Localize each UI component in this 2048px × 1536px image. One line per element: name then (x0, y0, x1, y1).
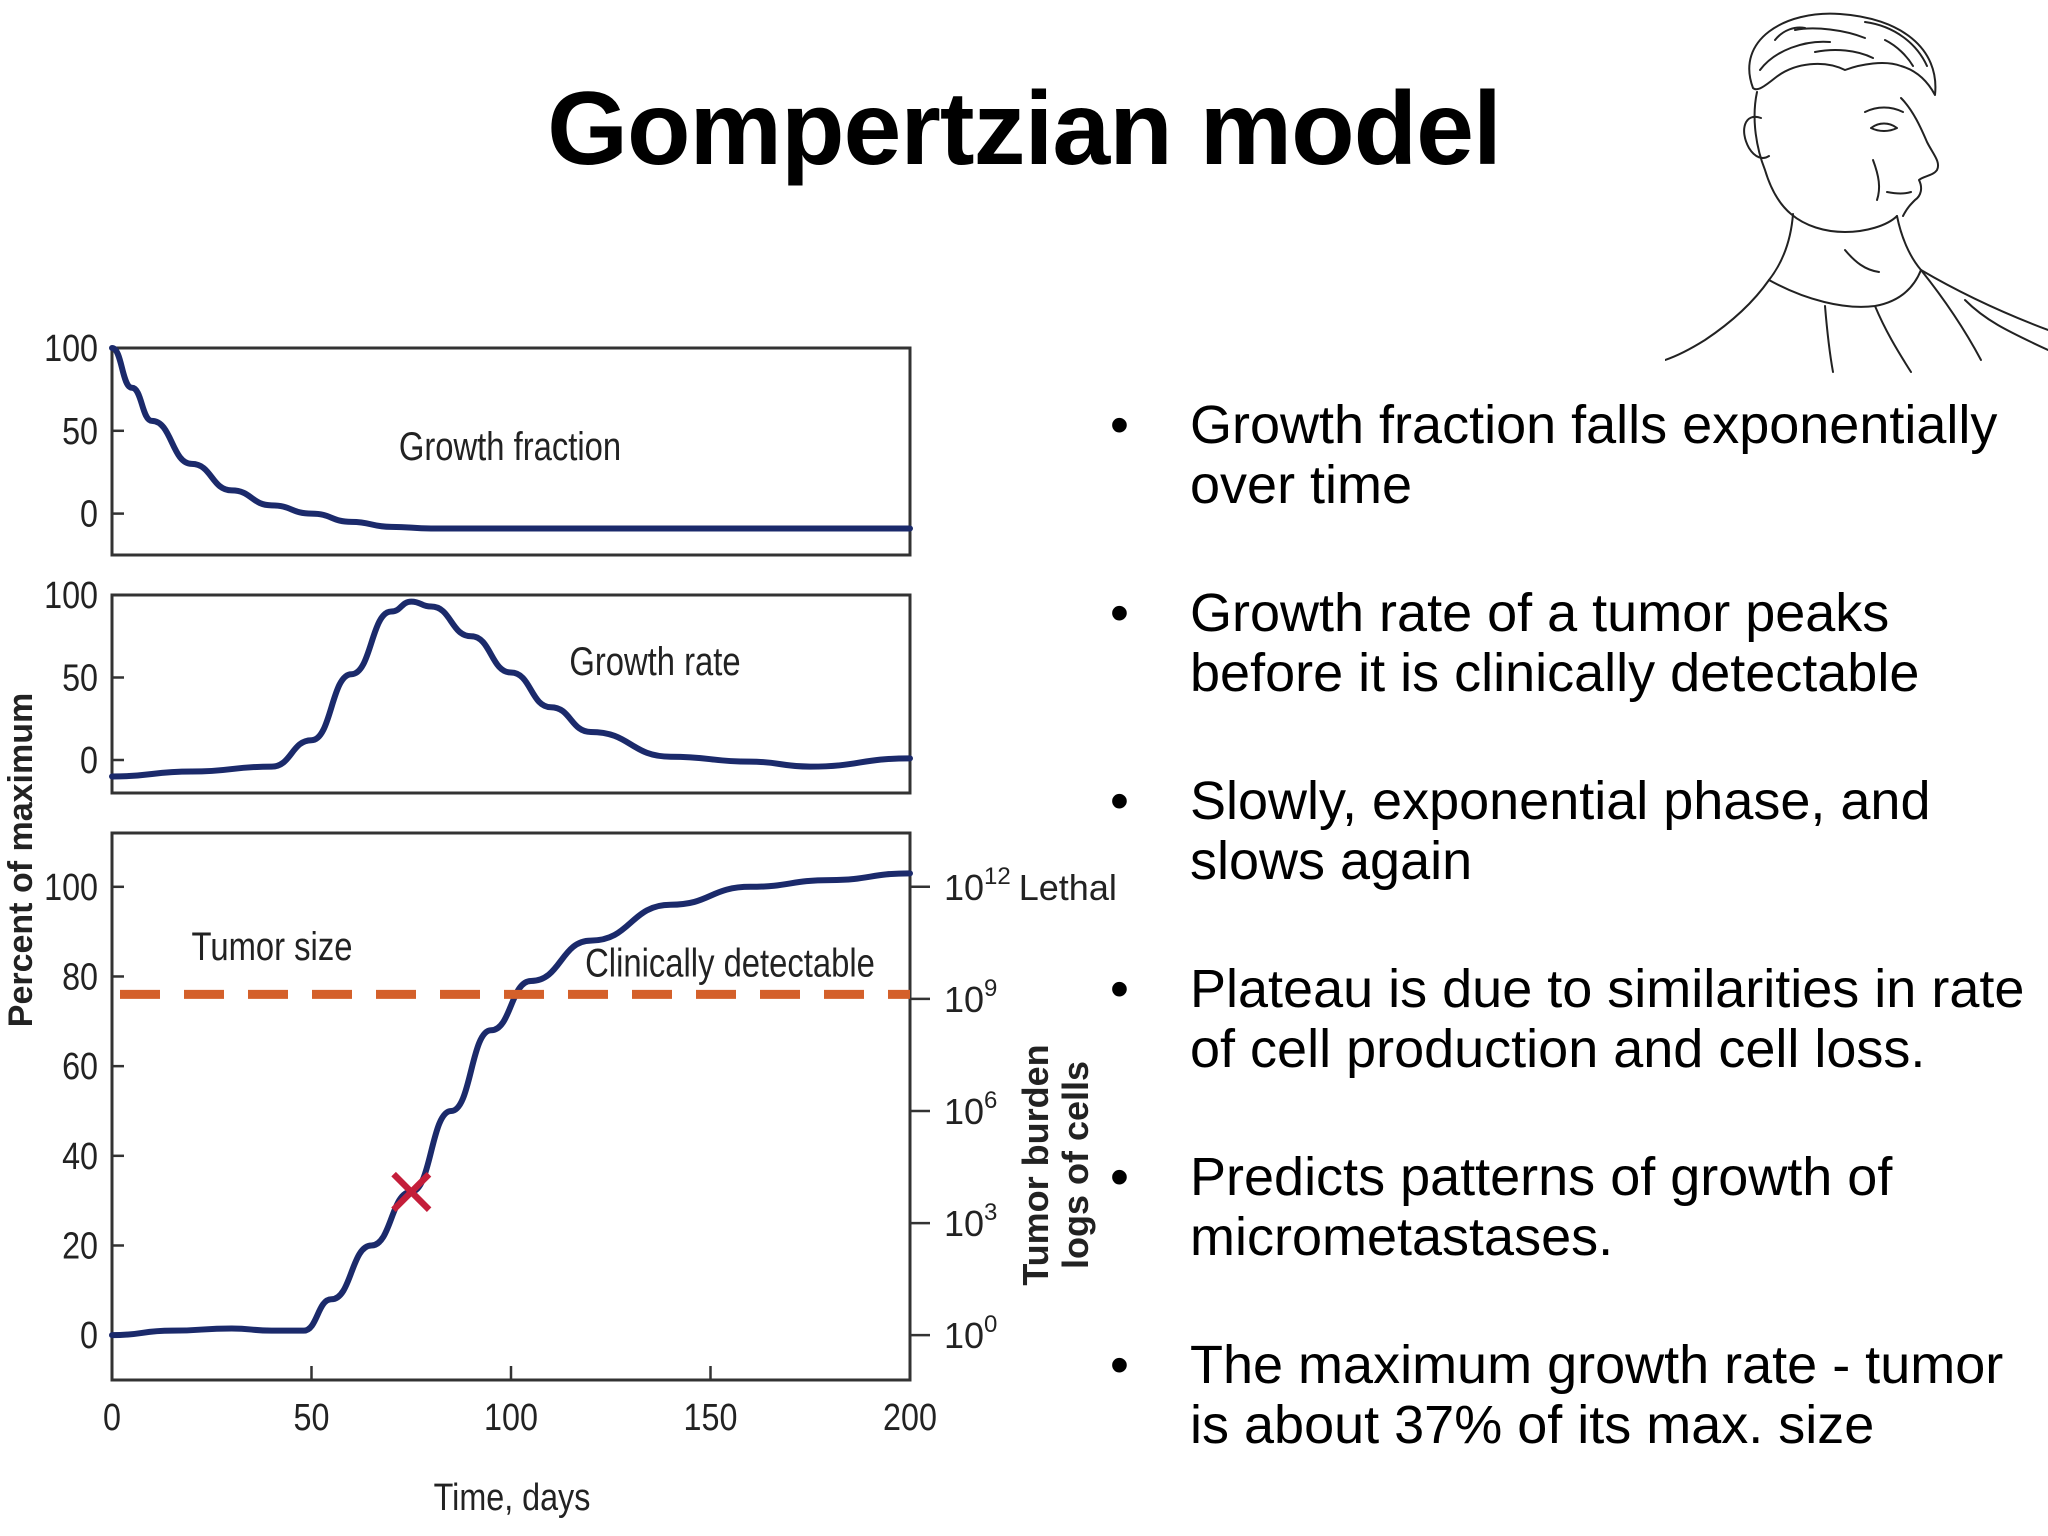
panel-frame (110, 346, 912, 557)
x-tick-label: 100 (484, 1397, 538, 1439)
bullet-text: Growth fraction falls exponentially over… (1190, 395, 1998, 515)
series-label: Tumor size (192, 924, 353, 969)
x-tick-label: 200 (883, 1397, 937, 1439)
y-tick-label: 60 (62, 1046, 98, 1088)
bullet-item: • Predicts patterns of growth of micromet… (1110, 1147, 2040, 1335)
gompertz-chart: 100 50 0 Growth fraction 100 50 0 Growth rate 0 2… (2, 328, 1115, 1519)
y2-tick-label: 1012 Lethal (944, 863, 1115, 908)
y2-tick-label: 106 (944, 1087, 997, 1132)
y2-axis-label: logs of cells (1055, 1061, 1096, 1269)
slide-title: Gompertzian model (547, 71, 1502, 187)
series-label: Growth fraction (399, 424, 621, 469)
y-tick-label: 100 (44, 575, 98, 617)
y2-axis-label: Tumor burden (1015, 1044, 1056, 1285)
bullet-text: Plateau is due to similarities in rate o… (1190, 959, 2025, 1079)
y-tick-label: 0 (80, 493, 98, 535)
y-tick-label: 0 (80, 740, 98, 782)
y-axis-label: Percent of maximum (2, 693, 40, 1027)
bullet-dot-icon: • (1110, 771, 1129, 831)
bullet-text: Predicts patterns of growth of micrometa… (1190, 1147, 1893, 1267)
x-tick-label: 0 (103, 1397, 121, 1439)
bullet-item: • The maximum growth rate - tumor is abou… (1110, 1335, 2040, 1523)
series-label: Growth rate (569, 639, 740, 684)
bullet-dot-icon: • (1110, 583, 1129, 643)
y-tick-label: 0 (80, 1315, 98, 1357)
x-tick-label: 50 (294, 1397, 330, 1439)
y-tick-label: 50 (62, 410, 98, 452)
bullet-dot-icon: • (1110, 1147, 1129, 1207)
bullet-dot-icon: • (1110, 1335, 1129, 1395)
y-tick-label: 20 (62, 1225, 98, 1267)
max-growth-marker: × (385, 1142, 438, 1242)
y-tick-label: 100 (44, 866, 98, 908)
portrait-sketch-icon (1665, 12, 2048, 373)
bullet-item: • Growth rate of a tumor peaks before it … (1110, 583, 2040, 771)
bullet-dot-icon: • (1110, 395, 1129, 455)
y-tick-label: 40 (62, 1135, 98, 1177)
x-tick-label: 150 (684, 1397, 738, 1439)
bullet-item: • Slowly, exponential phase, and slows ag… (1110, 771, 2040, 959)
bullet-list: • Growth fraction falls exponentially ove… (1110, 395, 2040, 1523)
y2-tick-label: 100 (944, 1311, 997, 1356)
series-line (109, 598, 913, 780)
y-tick-label: 50 (62, 657, 98, 699)
bullet-text: Slowly, exponential phase, and slows aga… (1190, 771, 1931, 891)
y-tick-label: 100 (44, 328, 98, 370)
series-line (109, 345, 913, 532)
panel-frame (110, 593, 912, 795)
series-line (109, 870, 913, 1339)
x-axis-label: Time, days (434, 1477, 591, 1519)
panel-frame (110, 831, 912, 1382)
threshold-label: Clinically detectable (585, 940, 875, 985)
bullet-dot-icon: • (1110, 959, 1129, 1019)
y2-tick-label: 103 (944, 1199, 997, 1244)
y2-tick-label: 109 (944, 975, 997, 1020)
y-tick-label: 80 (62, 956, 98, 998)
bullet-text: The maximum growth rate - tumor is about… (1190, 1335, 2004, 1455)
bullet-item: • Plateau is due to similarities in rate … (1110, 959, 2040, 1147)
bullet-item: • Growth fraction falls exponentially ove… (1110, 395, 2040, 583)
bullet-text: Growth rate of a tumor peaks before it i… (1190, 583, 1920, 703)
